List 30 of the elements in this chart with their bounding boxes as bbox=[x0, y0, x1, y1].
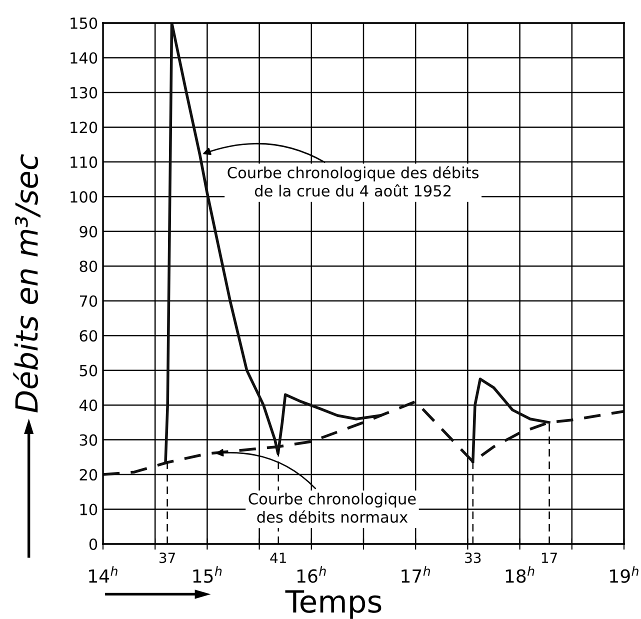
annotation: 41 bbox=[270, 552, 286, 563]
y-tick-label: 20 bbox=[80, 469, 98, 481]
x-tick-label: 15$^{h}$ bbox=[193, 566, 222, 583]
y-tick-label: 0 bbox=[89, 538, 98, 550]
annotation: Courbe chronologique des débits de la crue du 4 août 1952 bbox=[228, 166, 479, 197]
annotation: 17 bbox=[542, 552, 557, 563]
y-tick-label: 10 bbox=[80, 504, 98, 516]
y-tick-label: 70 bbox=[80, 295, 98, 307]
y-tick-label: 130 bbox=[70, 86, 98, 98]
y-tick-label: 40 bbox=[79, 400, 98, 412]
x-tick-label: 18$^{h}$ bbox=[506, 566, 534, 583]
x-axis-title: Temps bbox=[285, 590, 382, 619]
y-tick-label: 100 bbox=[70, 191, 98, 203]
x-tick-label: 19$^{h}$ bbox=[610, 566, 638, 583]
y-tick-label: 110 bbox=[70, 156, 98, 168]
annotation: 33 bbox=[465, 552, 481, 564]
y-tick-label: 90 bbox=[80, 226, 98, 238]
y-tick-label: 80 bbox=[80, 260, 98, 272]
x-tick-label: 16$^{h}$ bbox=[297, 566, 326, 583]
x-tick-label: 17$^{h}$ bbox=[402, 566, 430, 583]
annotation: 37 bbox=[160, 552, 175, 564]
y-tick-label: 30 bbox=[80, 434, 98, 446]
x-tick-label: 14$^{h}$ bbox=[89, 566, 118, 583]
y-tick-label: 120 bbox=[70, 122, 98, 134]
y-tick-label: 60 bbox=[80, 330, 98, 342]
y-axis-title: Débits en m³/sec bbox=[13, 154, 40, 412]
y-tick-label: 50 bbox=[80, 364, 98, 376]
y-tick-label: 150 bbox=[70, 17, 98, 30]
annotation: Courbe chronologique des débits normaux bbox=[248, 492, 416, 523]
y-tick-label: 140 bbox=[70, 52, 98, 64]
